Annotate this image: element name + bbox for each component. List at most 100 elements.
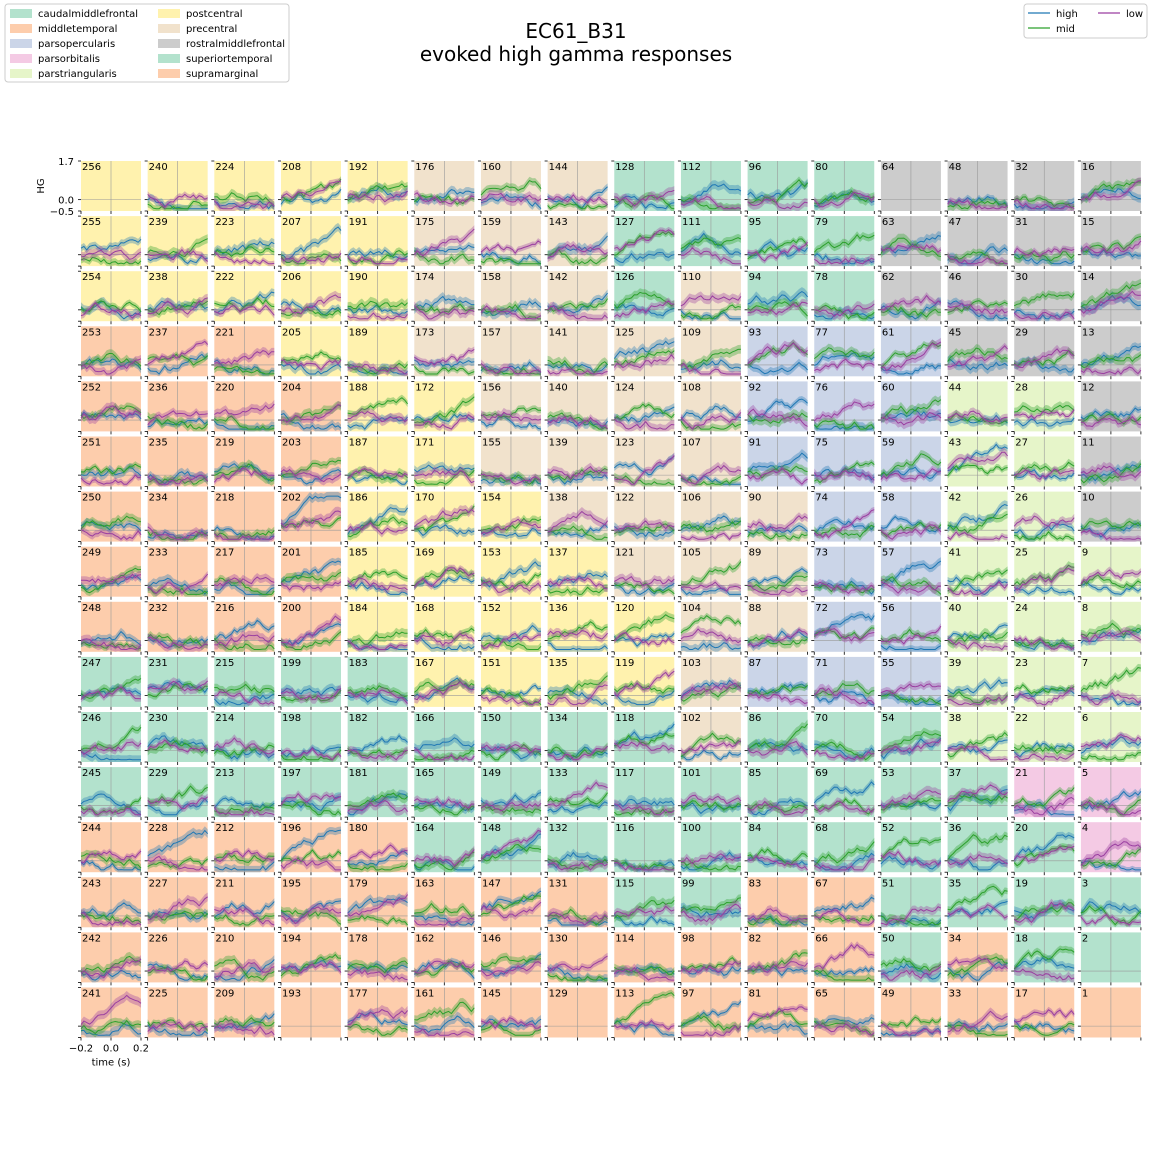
band-mid (214, 526, 275, 542)
band-high (747, 449, 808, 477)
band-mid (481, 634, 541, 652)
trace-mid (680, 304, 742, 320)
trace-low (1013, 311, 1075, 320)
band-low (281, 745, 341, 762)
panel-30: 30 (1011, 270, 1075, 325)
band-high (481, 297, 541, 320)
band-low (614, 452, 675, 487)
band-low (747, 626, 808, 649)
trace-low (213, 807, 275, 816)
electrode-label: 62 (882, 272, 895, 283)
trace-mid (480, 1021, 542, 1036)
panel-127: 127 (611, 215, 675, 270)
band-high (481, 557, 541, 592)
band-low (1014, 749, 1075, 762)
trace-low (280, 906, 342, 925)
x-axis-label: time (s) (92, 1058, 131, 1069)
band-high (680, 229, 741, 259)
electrode-label: 5 (1082, 768, 1088, 779)
band-low (947, 342, 1008, 370)
electrode-label: 210 (215, 933, 234, 944)
trace-mid (347, 570, 408, 586)
band-high (147, 826, 208, 861)
trace-mid (1080, 667, 1141, 692)
band-high (1080, 578, 1141, 597)
panel-95: 95 (744, 215, 809, 270)
electrode-label: 244 (82, 823, 101, 834)
trace-low (280, 359, 342, 371)
panel-12: 12 (1077, 380, 1142, 435)
band-high (614, 453, 675, 478)
trace-low (1080, 630, 1142, 643)
trace-low (814, 909, 875, 926)
band-high (1014, 307, 1075, 322)
panel-234: 234 (144, 491, 209, 545)
trace-high (480, 561, 542, 588)
band-high (481, 1015, 541, 1032)
panel-3: 3 (1077, 876, 1142, 931)
trace-mid (347, 183, 408, 202)
trace-low (747, 961, 808, 973)
region-label-parsorbitalis: parsorbitalis (38, 54, 100, 65)
electrode-label: 228 (149, 823, 168, 834)
electrode-label: 83 (749, 878, 762, 889)
electrode-label: 143 (549, 217, 568, 228)
trace-low (680, 532, 742, 541)
trace-low (747, 301, 808, 316)
electrode-label: 81 (749, 989, 762, 1000)
electrode-label: 53 (882, 768, 895, 779)
panel-13: 13 (1077, 325, 1142, 380)
panel-249: 249 (78, 546, 142, 600)
panel-180: 180 (344, 821, 409, 876)
trace-high (414, 524, 475, 537)
electrode-label: 6 (1082, 713, 1088, 724)
panel-188: 188 (344, 380, 409, 435)
band-high (947, 736, 1008, 756)
electrode-label: 61 (882, 327, 895, 338)
electrode-label: 178 (349, 933, 368, 944)
trace-mid (680, 615, 742, 634)
trace-high (347, 507, 409, 535)
panel-189: 189 (344, 325, 409, 380)
electrode-label: 222 (215, 272, 234, 283)
panel-238: 238 (144, 270, 209, 325)
band-high (680, 402, 741, 424)
trace-high (947, 961, 1008, 981)
band-high (947, 193, 1008, 209)
trace-low (947, 302, 1008, 315)
trace-mid (347, 300, 408, 310)
electrode-label: 8 (1082, 603, 1088, 614)
trace-mid (413, 851, 475, 871)
band-mid (614, 858, 675, 873)
trace-low (547, 510, 609, 533)
trace-low (747, 1006, 808, 1022)
electrode-label: 71 (815, 658, 828, 669)
band-low (481, 238, 541, 256)
panel-163: 163 (411, 876, 475, 931)
trace-high (614, 798, 675, 808)
panel-125: 125 (611, 325, 675, 380)
trace-high (480, 300, 542, 316)
panel-147: 147 (477, 876, 542, 931)
trace-mid (747, 723, 808, 751)
panel-20: 20 (1011, 821, 1075, 876)
trace-mid (1014, 1022, 1075, 1036)
trace-high (480, 890, 542, 910)
trace-high (147, 300, 208, 312)
band-high (747, 522, 808, 539)
trace-mid (414, 250, 475, 265)
electrode-label: 56 (882, 603, 895, 614)
band-low (680, 291, 741, 311)
trace-mid (413, 680, 475, 693)
panel-42: 42 (944, 491, 1008, 545)
trace-low (880, 294, 942, 311)
trace-high (880, 363, 941, 375)
trace-low (613, 353, 675, 369)
panel-158: 158 (477, 270, 542, 325)
trace-low (214, 691, 275, 705)
electrode-label: 45 (949, 327, 962, 338)
panel-99: 99 (677, 876, 742, 931)
trace-low (280, 688, 342, 701)
panel-138: 138 (544, 491, 609, 545)
band-low (281, 465, 341, 486)
